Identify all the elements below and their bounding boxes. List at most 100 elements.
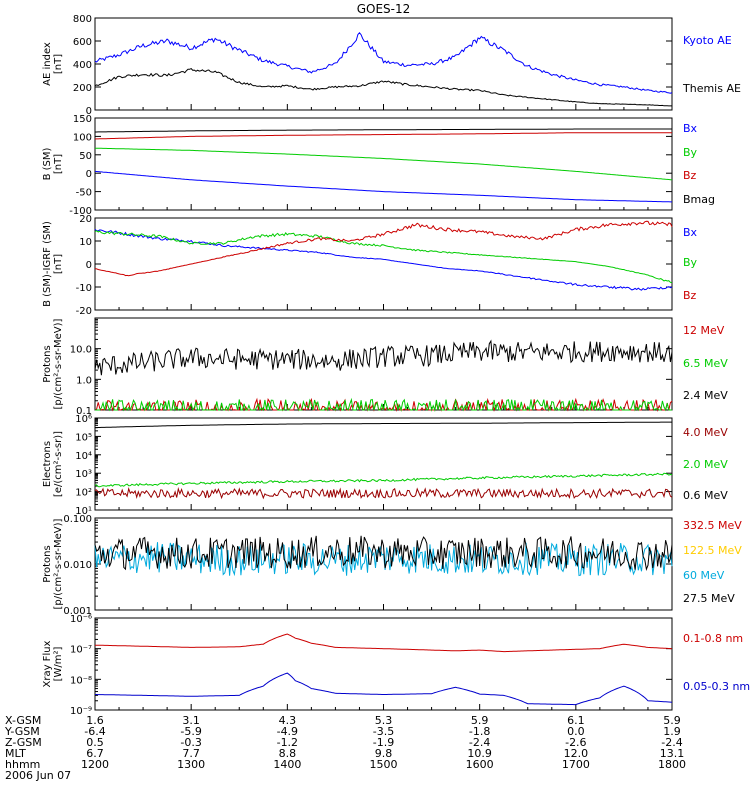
xaxis-row-value-z-gsm: -2.4 xyxy=(469,736,490,749)
panel-7-series-0-05-0-3-nm xyxy=(95,672,673,706)
panel-6-ytick-label: 0.010 xyxy=(63,560,92,571)
panel-2-legend-bz: Bz xyxy=(683,169,697,182)
panel-1-ytick-label: 600 xyxy=(73,37,92,48)
panel-5-ytick-label: 10² xyxy=(75,488,92,499)
panel-7-legend-0-1-0-8-nm: 0.1-0.8 nm xyxy=(683,632,743,645)
panel-4-series-2-4-mev xyxy=(94,339,673,376)
xaxis-row-value-mlt: 13.1 xyxy=(660,747,685,760)
xaxis-row-value-hhmm: 1700 xyxy=(562,758,590,771)
panel-6-series-27-5-mev xyxy=(94,535,673,572)
xaxis-row-value-y-gsm: 0.0 xyxy=(567,725,585,738)
xaxis-row-value-mlt: 6.7 xyxy=(86,747,104,760)
xaxis-row-value-mlt: 9.8 xyxy=(375,747,393,760)
xaxis-date: 2006 Jun 07 xyxy=(5,769,71,782)
panel-6-legend-60-mev: 60 MeV xyxy=(683,569,725,582)
xaxis-row-value-hhmm: 1200 xyxy=(81,758,109,771)
xaxis-row-value-x-gsm: 5.9 xyxy=(663,714,681,727)
panel-1-series-kyoto-ae xyxy=(94,32,673,94)
panel-5-ytick-label: 10⁵ xyxy=(75,432,92,443)
panel-4-legend-6-5-mev: 6.5 MeV xyxy=(683,357,728,370)
panel-5-legend-0-6-mev: 0.6 MeV xyxy=(683,489,728,502)
panel-1-frame xyxy=(94,17,673,111)
panel-3-ylabel: B (SM)-IGRF (SM) xyxy=(42,221,53,307)
panel-5-ylabel: [e/(cm²-s-sr)] xyxy=(53,431,64,497)
panel-3-series-bx xyxy=(94,228,673,291)
panel-2-ytick-label: 50 xyxy=(79,151,92,162)
xaxis-row-value-z-gsm: -0.3 xyxy=(180,736,201,749)
panel-5-series-0-6-mev xyxy=(95,421,672,429)
xaxis-row-value-hhmm: 1600 xyxy=(466,758,494,771)
panel-4-series-6-5-mev xyxy=(95,397,673,412)
xaxis-row-value-z-gsm: -2.6 xyxy=(565,736,586,749)
xaxis-row-value-mlt: 12.0 xyxy=(564,747,589,760)
panel-2-ytick-label: 100 xyxy=(73,132,92,143)
panel-7-ytick-label: 10⁻⁶ xyxy=(70,614,92,625)
panel-4-ytick-label: 10.0 xyxy=(70,345,92,356)
panel-1-ytick-label: 200 xyxy=(73,83,92,94)
panel-7-series-0-1-0-8-nm xyxy=(95,633,673,653)
panel-6-ylabel: Protons xyxy=(42,545,53,582)
panel-1-legend-themis-ae: Themis AE xyxy=(682,82,741,95)
panel-3-series-bz xyxy=(94,220,673,277)
xaxis-row-value-z-gsm: -1.9 xyxy=(373,736,394,749)
panel-1-legend-kyoto-ae: Kyoto AE xyxy=(683,34,732,47)
panel-6-ytick-label: 0.100 xyxy=(63,514,92,525)
xaxis-row-value-z-gsm: -1.2 xyxy=(277,736,298,749)
panel-5-series-4-0-mev xyxy=(94,486,673,500)
panel-6-series-60-mev xyxy=(94,542,673,577)
panel-2-ytick-label: -100 xyxy=(69,206,92,217)
panel-1-ytick-label: 800 xyxy=(73,14,92,25)
xaxis-row-value-y-gsm: -6.4 xyxy=(84,725,105,738)
xaxis-row-value-y-gsm: -1.8 xyxy=(469,725,490,738)
panel-2-ytick-label: 0 xyxy=(86,169,92,180)
panel-2-legend-bmag: Bmag xyxy=(683,193,715,206)
panel-1-ytick-label: 400 xyxy=(73,60,92,71)
xaxis-row-value-y-gsm: -3.5 xyxy=(373,725,394,738)
panel-7-ytick-label: 10⁻⁹ xyxy=(70,706,92,717)
panel-5-legend-4-0-mev: 4.0 MeV xyxy=(683,426,728,439)
panel-4-ytick-label: 1.0 xyxy=(76,375,92,386)
xaxis-row-value-mlt: 8.8 xyxy=(279,747,297,760)
panel-5-ylabel: Electrons xyxy=(42,441,53,487)
xaxis-row-value-x-gsm: 4.3 xyxy=(279,714,297,727)
panel-1-series-themis-ae xyxy=(94,68,672,107)
figure-title: GOES-12 xyxy=(357,2,411,16)
panel-4-legend-12-mev: 12 MeV xyxy=(683,324,725,337)
panel-2-ylabel: B (SM) xyxy=(42,147,53,180)
xaxis-row-value-mlt: 10.9 xyxy=(467,747,492,760)
panel-6-ylabel: [p/(cm²-s-sr-MeV)] xyxy=(53,518,64,609)
panel-7-legend-0-05-0-3-nm: 0.05-0.3 nm xyxy=(683,680,750,693)
xaxis-row-value-y-gsm: 1.9 xyxy=(663,725,681,738)
xaxis-row-value-mlt: 7.7 xyxy=(182,747,200,760)
panel-3-legend-bx: Bx xyxy=(683,226,698,239)
panel-4-legend-2-4-mev: 2.4 MeV xyxy=(683,389,728,402)
panel-2-series-bmag xyxy=(95,128,672,133)
xaxis-row-value-x-gsm: 6.1 xyxy=(567,714,585,727)
panel-3-ytick-label: 10 xyxy=(79,237,92,248)
panel-4-ytick-label: 0.1 xyxy=(76,406,92,417)
panel-3-ytick-label: 20 xyxy=(79,214,92,225)
panel-7-ylabel: [W/m²] xyxy=(53,646,64,681)
xaxis-row-label-x-gsm: X-GSM xyxy=(5,714,41,727)
panel-2-legend-bx: Bx xyxy=(683,122,698,135)
panel-2-frame xyxy=(94,117,673,211)
panel-3-ytick-label: 0 xyxy=(86,260,92,271)
panel-3-ytick-label: -20 xyxy=(76,306,92,317)
xaxis-row-label-mlt: MLT xyxy=(5,747,26,760)
panel-2-ylabel: [nT] xyxy=(53,154,64,174)
panel-7-ytick-label: 10⁻⁷ xyxy=(70,645,92,656)
panel-5-ytick-label: 10¹ xyxy=(75,506,92,517)
panel-6-legend-332-5-mev: 332.5 MeV xyxy=(683,519,742,532)
panel-4-ylabel: Protons xyxy=(42,345,53,382)
panel-3-legend-by: By xyxy=(683,256,698,269)
xaxis-row-label-z-gsm: Z-GSM xyxy=(5,736,42,749)
panel-5-series-2-0-mev xyxy=(94,472,673,488)
panel-3-series-by xyxy=(94,230,673,284)
xaxis-row-value-hhmm: 1400 xyxy=(273,758,301,771)
xaxis-row-value-x-gsm: 5.9 xyxy=(471,714,489,727)
xaxis-row-value-y-gsm: -4.9 xyxy=(277,725,298,738)
panel-1-ylabel: AE index xyxy=(42,42,53,86)
panel-3-ylabel: [nT] xyxy=(53,254,64,274)
